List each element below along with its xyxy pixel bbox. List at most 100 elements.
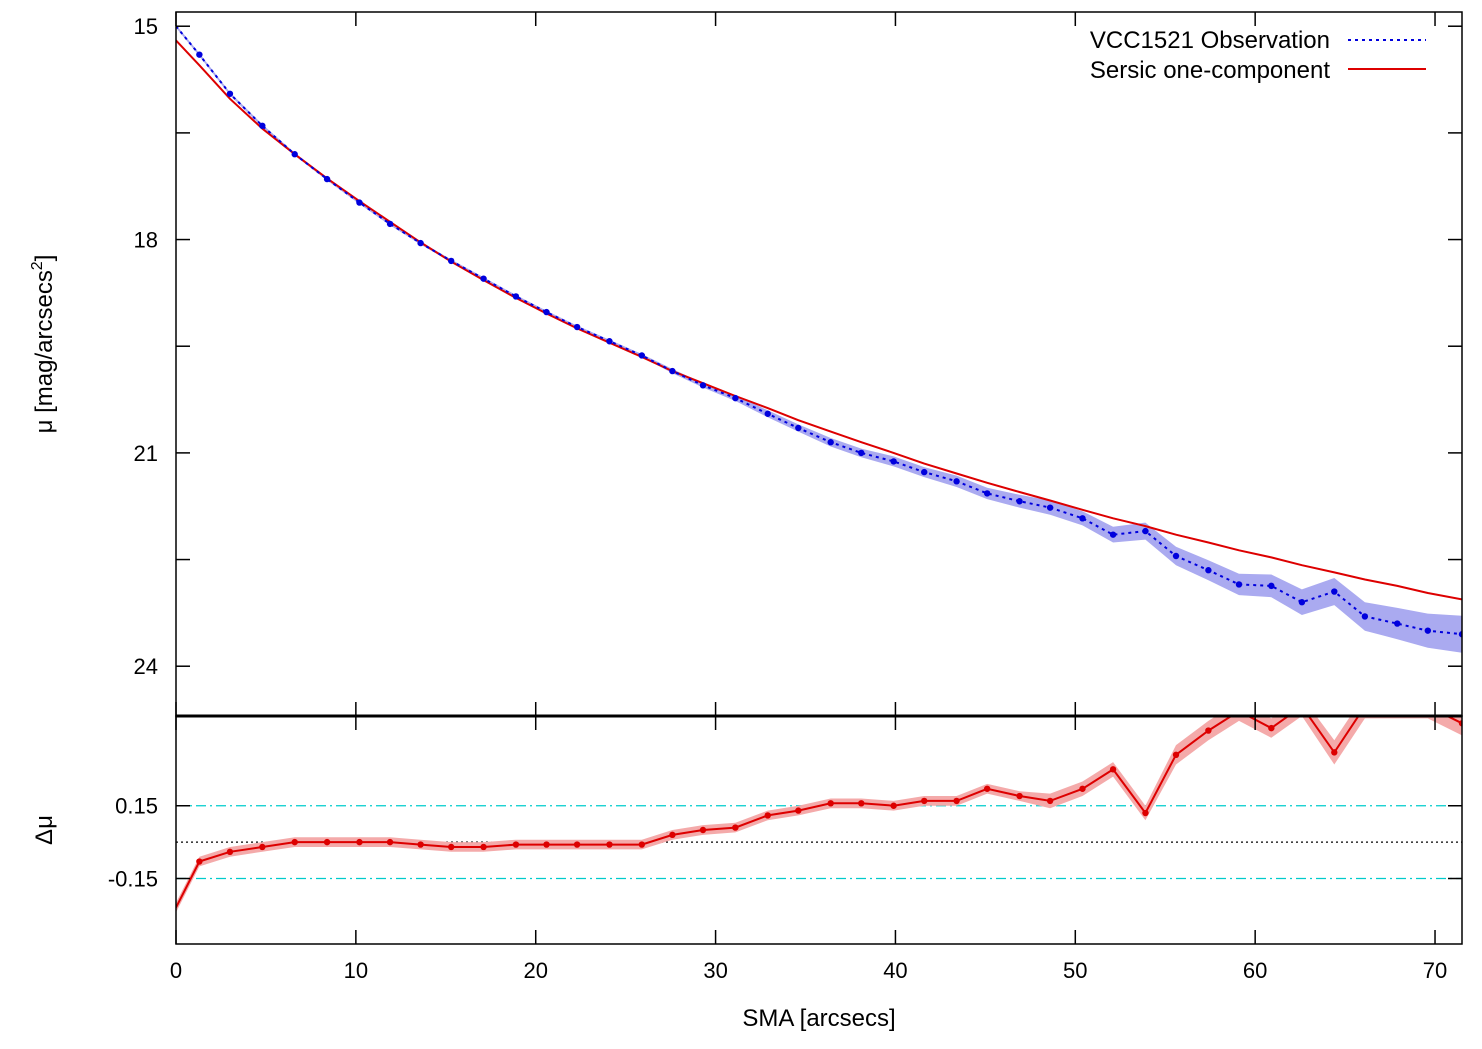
residual-point [1394, 703, 1400, 709]
residual-axes: 0.15 -0.15 0 10 20 30 40 50 60 70 [108, 714, 1463, 983]
x-tick-label: 30 [703, 958, 727, 983]
observation-point [1016, 498, 1023, 505]
observation-point [1079, 515, 1086, 522]
residual-point [1362, 703, 1368, 709]
residual-point [921, 797, 928, 805]
observation-point [323, 175, 331, 183]
main-panel: 15 18 21 24 VCC1521 Observation Sersic one-… [29, 11, 1463, 717]
x-tick-label: 10 [344, 958, 368, 983]
residual-point [795, 807, 802, 814]
residual-point [953, 797, 960, 805]
main-y-tick-label: 15 [134, 14, 158, 39]
x-tick-label: 70 [1423, 958, 1447, 983]
residual-point [1425, 703, 1431, 709]
observation-point [699, 382, 707, 389]
residual-frame [175, 715, 1463, 945]
x-axis-label: SMA [arcsecs] [742, 1005, 895, 1032]
residual-points [196, 703, 1462, 865]
observation-band-area [176, 24, 1462, 653]
residual-line [176, 716, 1462, 909]
residual-point [1079, 785, 1086, 792]
x-tick-label: 0 [170, 958, 182, 983]
residual-series-line [176, 716, 1462, 909]
residual-point [699, 826, 707, 834]
residual-point [606, 841, 613, 848]
observation-point [983, 490, 991, 497]
residual-point [890, 802, 897, 809]
observation-line [176, 25, 1462, 636]
residual-y-tick-label: 0.15 [115, 794, 158, 819]
sersic-model-line [176, 39, 1462, 601]
residual-point [764, 812, 771, 819]
residual-point [1268, 724, 1275, 732]
residual-point [196, 858, 203, 865]
residual-point [573, 841, 581, 848]
residual-point [638, 841, 646, 848]
residual-point [1236, 708, 1242, 714]
main-frame [175, 11, 1463, 717]
main-y-axis-label-close: ] [31, 255, 58, 262]
residual-point [1331, 749, 1338, 756]
residual-point [827, 800, 834, 807]
residual-point [858, 800, 865, 807]
observation-point [259, 122, 266, 129]
x-tick-label: 20 [523, 958, 547, 983]
observation-point [480, 275, 487, 282]
residual-point [512, 841, 520, 848]
residual-point [259, 843, 266, 851]
observation-point [1205, 567, 1212, 574]
residual-point [291, 838, 298, 846]
observation-point [1361, 613, 1369, 620]
residual-point [1046, 797, 1054, 805]
observation-point [953, 478, 960, 485]
residual-y-tick-label: -0.15 [108, 867, 158, 892]
observation-point [512, 293, 520, 300]
observation-point [386, 220, 394, 228]
x-tick-label: 40 [883, 958, 907, 983]
main-y-tick-label: 21 [134, 441, 158, 466]
observation-point [356, 199, 363, 206]
observation-point [543, 308, 550, 316]
main-axes: 15 18 21 24 [134, 11, 1463, 717]
residual-point [480, 843, 487, 851]
observation-point [606, 338, 613, 345]
observation-point [638, 352, 646, 359]
x-tick-label: 50 [1063, 958, 1087, 983]
observation-point [1268, 582, 1275, 590]
residual-point [323, 838, 331, 846]
observation-point [1458, 631, 1462, 638]
residual-point [417, 841, 424, 848]
observation-point [732, 394, 739, 402]
observation-point [827, 439, 834, 446]
main-y-axis-label-superscript: 2 [29, 261, 46, 270]
residual-point [543, 841, 550, 848]
residual-point [386, 838, 394, 846]
main-y-tick-label: 24 [134, 654, 158, 679]
legend: VCC1521 Observation Sersic one-component [1090, 27, 1426, 84]
observation-points [196, 51, 1462, 638]
residual-point [1142, 809, 1149, 817]
observation-point [226, 90, 234, 97]
observation-point [573, 323, 581, 331]
observation-point [1109, 531, 1117, 538]
observation-error-band [176, 24, 1462, 653]
observation-point [1172, 552, 1180, 560]
residual-point [732, 824, 739, 831]
main-y-axis-label: μ [mag/arcsecs2] [29, 255, 58, 434]
residual-point [669, 831, 676, 839]
observation-point [417, 239, 424, 247]
x-tick-label: 60 [1243, 958, 1267, 983]
observation-point [890, 458, 897, 465]
observation-point [858, 449, 865, 457]
observation-point [1142, 527, 1149, 535]
residual-point [1205, 727, 1212, 734]
observation-point [291, 151, 298, 158]
observation-point [921, 468, 928, 476]
residual-point [1109, 766, 1117, 773]
residual-point [226, 848, 234, 856]
observation-point [795, 424, 802, 432]
observation-point [764, 410, 771, 417]
residual-point [983, 785, 991, 792]
